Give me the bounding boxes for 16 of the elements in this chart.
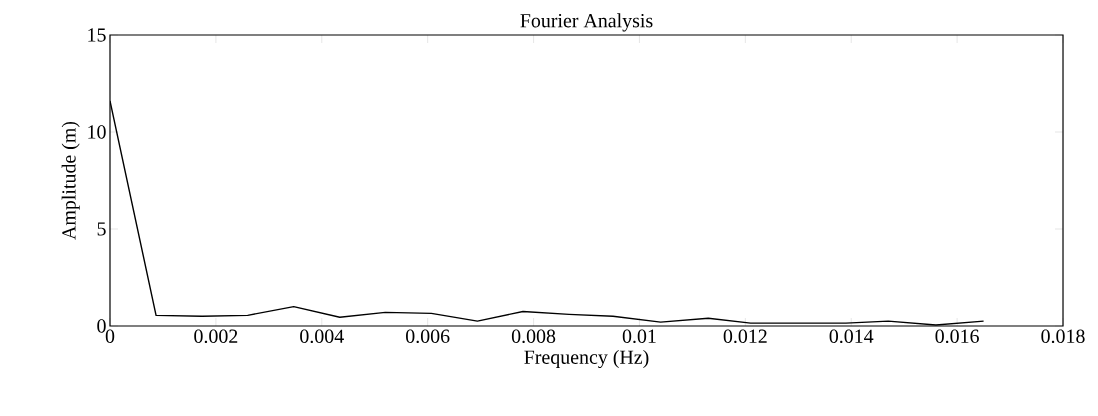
y-tick-label: 15 bbox=[88, 28, 106, 42]
x-tick-label: 0.002 bbox=[194, 329, 238, 344]
x-tick-label: 0.004 bbox=[300, 329, 344, 344]
x-tick-label: 0.006 bbox=[406, 329, 450, 344]
x-axis-title: Frequency (Hz) bbox=[524, 349, 649, 369]
y-tick-label: 5 bbox=[97, 222, 106, 236]
x-tick-label: 0.014 bbox=[829, 329, 874, 344]
y-axis-title: Amplitude (m) bbox=[61, 121, 80, 240]
chart-title: Fourier Analysis bbox=[520, 13, 653, 32]
y-tick-label: 10 bbox=[88, 125, 106, 139]
y-tick-label: 0 bbox=[97, 319, 106, 333]
x-tick-label: 0.01 bbox=[622, 329, 656, 344]
x-tick-label: 0.008 bbox=[511, 329, 556, 344]
x-tick-label: 0.018 bbox=[1041, 329, 1085, 344]
x-tick-label: 0.016 bbox=[935, 329, 979, 344]
x-tick-label: 0.012 bbox=[723, 329, 767, 344]
